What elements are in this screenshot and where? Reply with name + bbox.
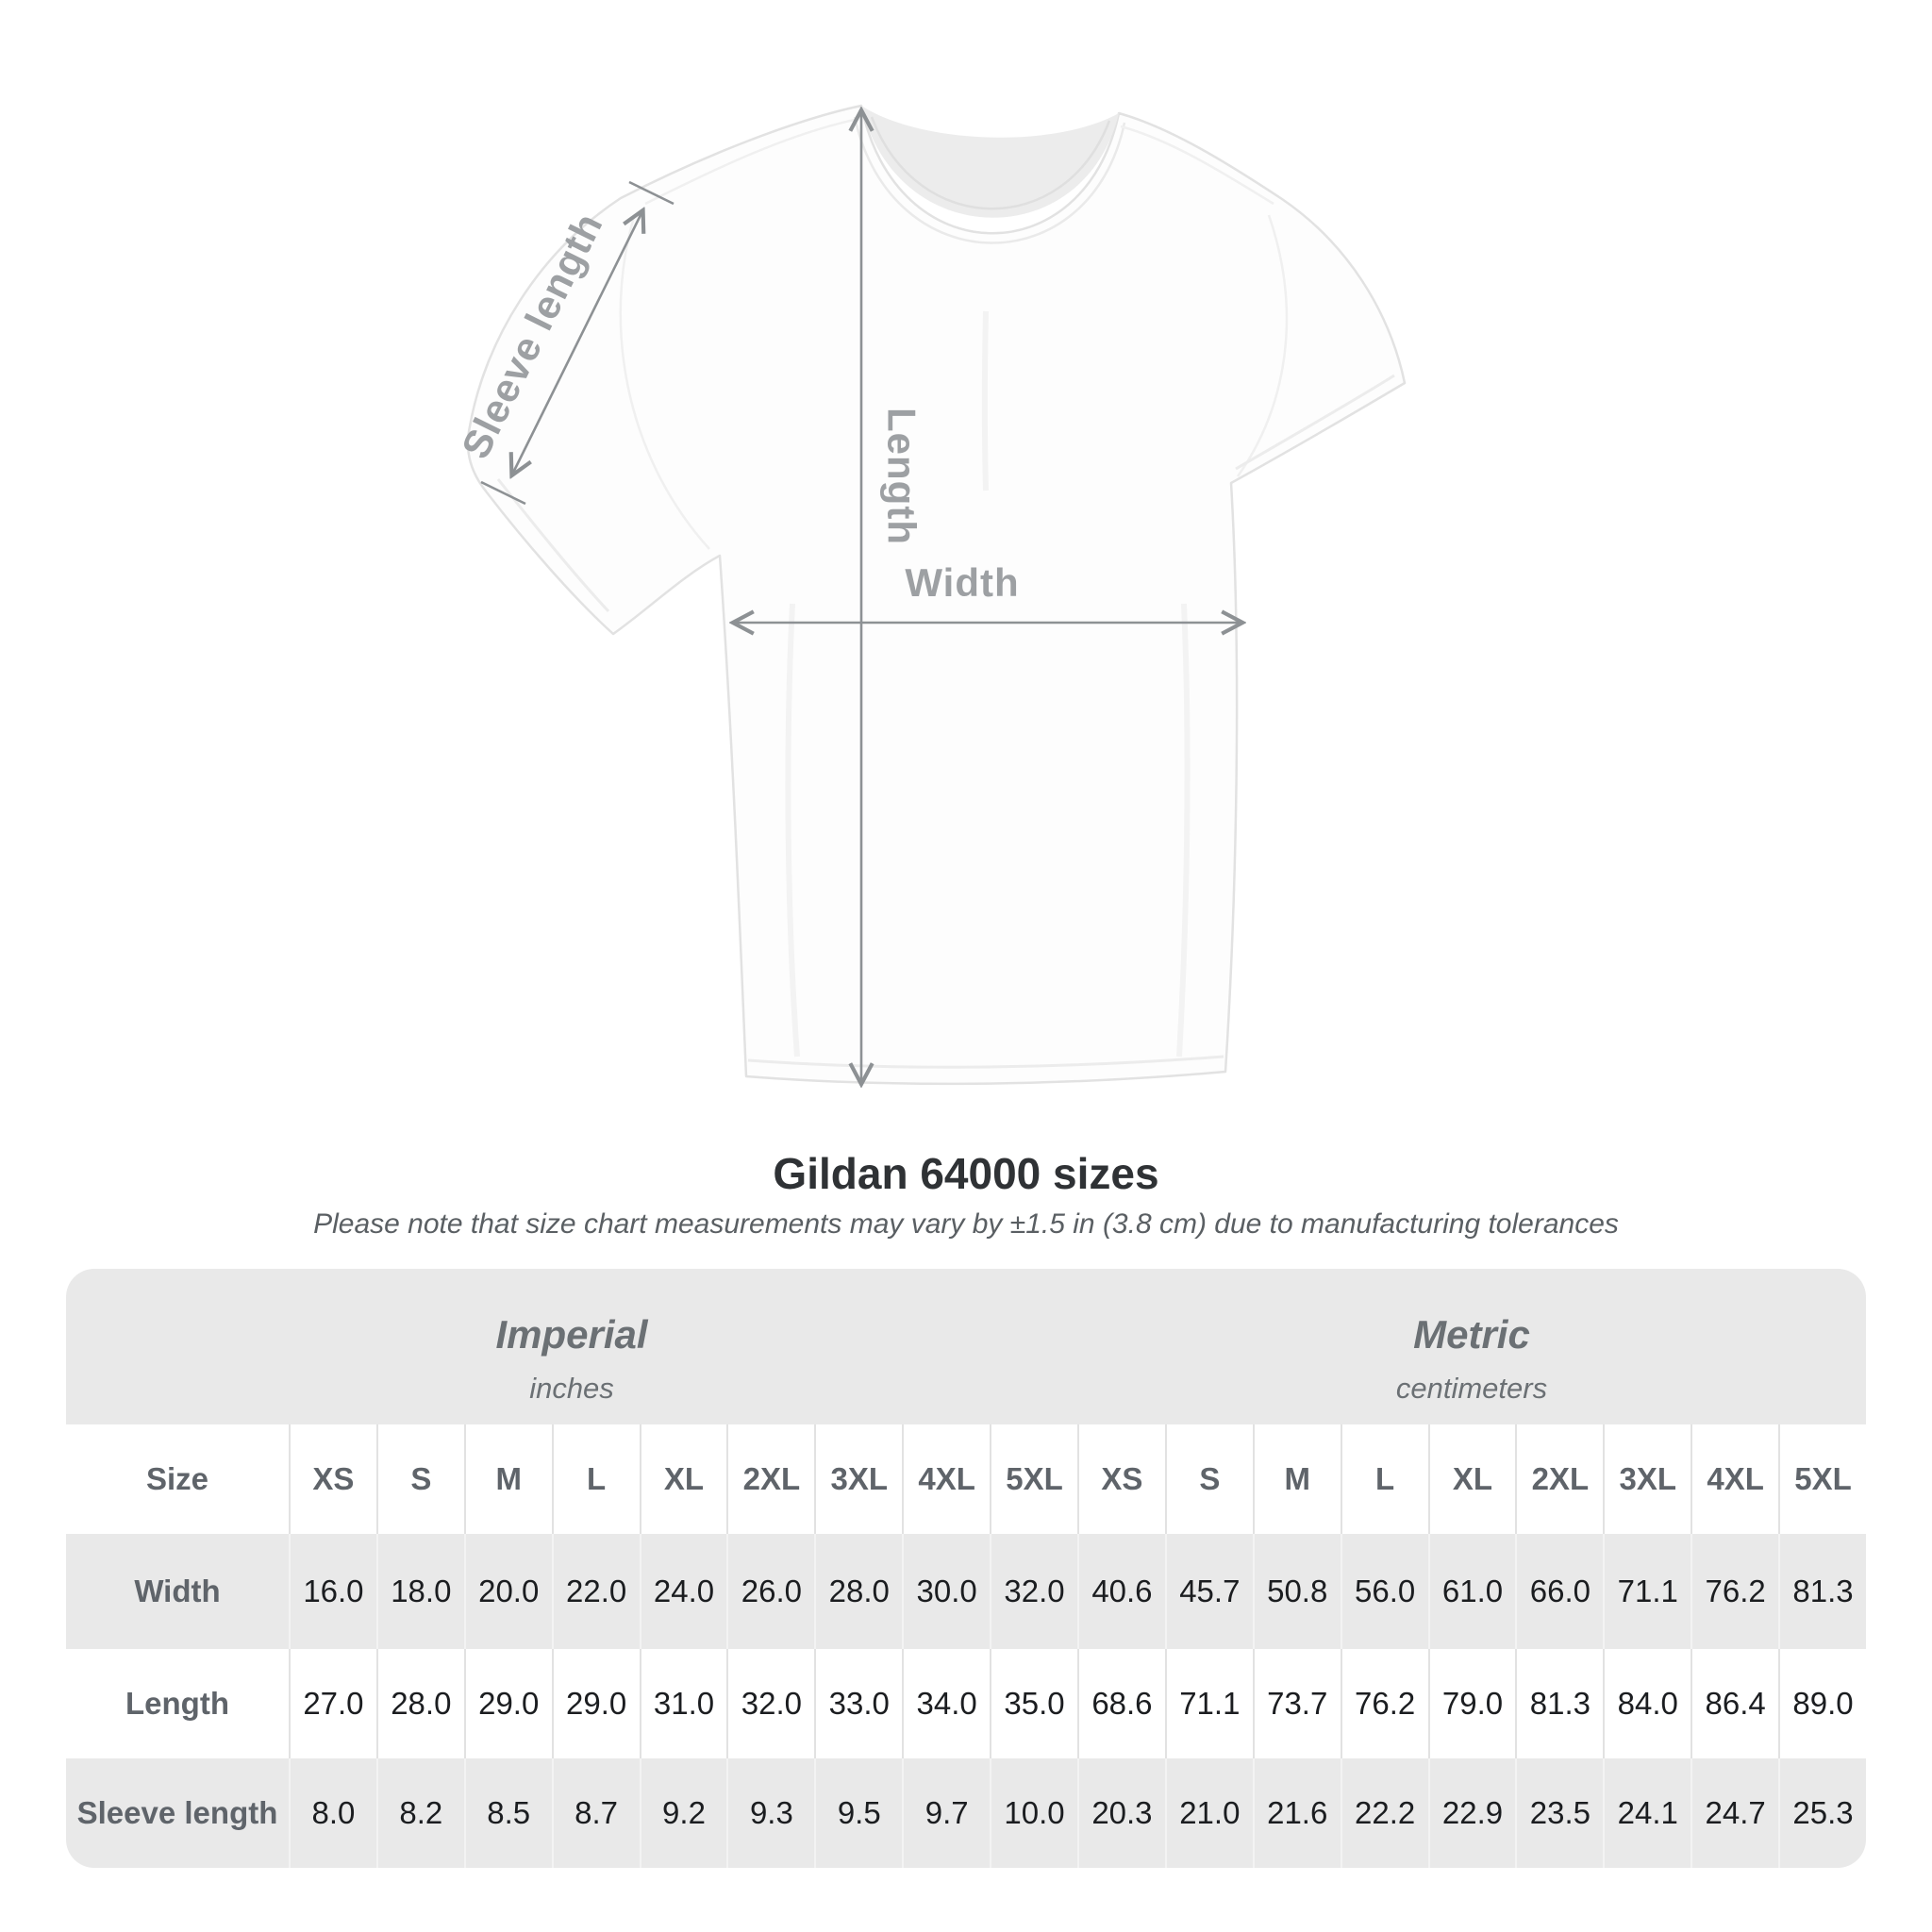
table-cell: 66.0 xyxy=(1515,1534,1604,1649)
imperial-group-title: Imperial xyxy=(495,1312,648,1357)
column-header: M xyxy=(1252,1424,1341,1534)
table-cell: 24.1 xyxy=(1603,1758,1691,1868)
column-header: 4XL xyxy=(902,1424,991,1534)
tshirt-measurement-diagram: Sleeve length Length Width xyxy=(453,104,1407,1255)
column-header: S xyxy=(1164,1424,1253,1534)
column-header: XS xyxy=(289,1424,376,1534)
sleeve-dimension-tick-top xyxy=(628,180,675,206)
table-cell: 22.2 xyxy=(1340,1758,1428,1868)
column-header: S xyxy=(375,1424,464,1534)
table-cell: 27.0 xyxy=(289,1649,376,1758)
table-cell: 28.0 xyxy=(375,1649,464,1758)
table-cell: 89.0 xyxy=(1778,1649,1866,1758)
sleeve-dimension-line xyxy=(512,211,642,475)
table-cell: 8.2 xyxy=(375,1758,464,1868)
table-cell: 22.0 xyxy=(551,1534,640,1649)
metric-group-title: Metric xyxy=(1413,1312,1530,1357)
column-header: L xyxy=(551,1424,640,1534)
table-band-metric: Metric centimeters xyxy=(1076,1269,1866,1424)
heading-block: Gildan 64000 sizes Please note that size… xyxy=(0,1149,1932,1241)
table-cell: 10.0 xyxy=(990,1758,1077,1868)
column-header: M xyxy=(463,1424,552,1534)
table-cell: 8.7 xyxy=(551,1758,640,1868)
table-cell: 28.0 xyxy=(814,1534,903,1649)
table-cell: 50.8 xyxy=(1252,1534,1341,1649)
table-cell: 9.5 xyxy=(814,1758,903,1868)
table-cell: 25.3 xyxy=(1778,1758,1866,1868)
column-header: XL xyxy=(1427,1424,1516,1534)
table-cell: 84.0 xyxy=(1603,1649,1691,1758)
row-label: Sleeve length xyxy=(66,1758,289,1868)
table-cell: 40.6 xyxy=(1076,1534,1165,1649)
column-header: 5XL xyxy=(990,1424,1077,1534)
size-table: Imperial inches Metric centimeters Size X… xyxy=(66,1269,1866,1868)
table-cell: 21.6 xyxy=(1252,1758,1341,1868)
table-cell: 79.0 xyxy=(1427,1649,1516,1758)
table-cell: 61.0 xyxy=(1427,1534,1516,1649)
table-cell: 20.3 xyxy=(1076,1758,1165,1868)
table-cell: 9.3 xyxy=(726,1758,815,1868)
table-cell: 81.3 xyxy=(1515,1649,1604,1758)
column-header: 2XL xyxy=(1515,1424,1604,1534)
column-header: XL xyxy=(639,1424,727,1534)
sleeve-dimension-tick-bottom xyxy=(480,480,526,506)
column-header: 4XL xyxy=(1690,1424,1779,1534)
table-cell: 26.0 xyxy=(726,1534,815,1649)
page-title: Gildan 64000 sizes xyxy=(773,1149,1159,1198)
table-cell: 9.7 xyxy=(902,1758,991,1868)
metric-group-unit: centimeters xyxy=(1395,1372,1548,1405)
table-cell: 71.1 xyxy=(1164,1649,1253,1758)
size-column-header: Size xyxy=(66,1424,289,1534)
table-cell: 22.9 xyxy=(1427,1758,1516,1868)
table-cell: 8.5 xyxy=(463,1758,552,1868)
table-cell: 16.0 xyxy=(289,1534,376,1649)
collar-rib-seam xyxy=(870,116,1111,210)
table-band-imperial: Imperial inches xyxy=(66,1269,1077,1424)
column-header: 3XL xyxy=(1603,1424,1691,1534)
table-cell: 34.0 xyxy=(902,1649,991,1758)
tshirt-body xyxy=(466,104,1407,1086)
table-cell: 76.2 xyxy=(1690,1534,1779,1649)
table-cell: 33.0 xyxy=(814,1649,903,1758)
width-label: Width xyxy=(905,560,1019,605)
column-header: 2XL xyxy=(726,1424,815,1534)
table-cell: 71.1 xyxy=(1603,1534,1691,1649)
length-label: Length xyxy=(880,408,924,545)
table-cell: 32.0 xyxy=(990,1534,1077,1649)
table-cell: 56.0 xyxy=(1340,1534,1428,1649)
table-cell: 9.2 xyxy=(639,1758,727,1868)
table-cell: 45.7 xyxy=(1164,1534,1253,1649)
table-cell: 76.2 xyxy=(1340,1649,1428,1758)
imperial-group-unit: inches xyxy=(529,1372,614,1405)
row-label: Width xyxy=(66,1534,289,1649)
table-cell: 29.0 xyxy=(463,1649,552,1758)
table-cell: 29.0 xyxy=(551,1649,640,1758)
table-cell: 21.0 xyxy=(1164,1758,1253,1868)
table-cell: 20.0 xyxy=(463,1534,552,1649)
table-cell: 18.0 xyxy=(375,1534,464,1649)
tolerance-note: Please note that size chart measurements… xyxy=(313,1208,1619,1240)
fabric-folds xyxy=(785,310,1191,1058)
table-cell: 8.0 xyxy=(289,1758,376,1868)
table-cell: 86.4 xyxy=(1690,1649,1779,1758)
row-label: Length xyxy=(66,1649,289,1758)
table-cell: 24.0 xyxy=(639,1534,727,1649)
table-cell: 24.7 xyxy=(1690,1758,1779,1868)
table-cell: 30.0 xyxy=(902,1534,991,1649)
collar-stitch xyxy=(853,116,1126,244)
table-cell: 35.0 xyxy=(990,1649,1077,1758)
table-cell: 32.0 xyxy=(726,1649,815,1758)
table-cell: 23.5 xyxy=(1515,1758,1604,1868)
table-cell: 68.6 xyxy=(1076,1649,1165,1758)
column-header: L xyxy=(1340,1424,1428,1534)
table-cell: 73.7 xyxy=(1252,1649,1341,1758)
table-cell: 31.0 xyxy=(639,1649,727,1758)
column-header: 5XL xyxy=(1778,1424,1866,1534)
column-header: XS xyxy=(1076,1424,1165,1534)
table-cell: 81.3 xyxy=(1778,1534,1866,1649)
column-header: 3XL xyxy=(814,1424,903,1534)
